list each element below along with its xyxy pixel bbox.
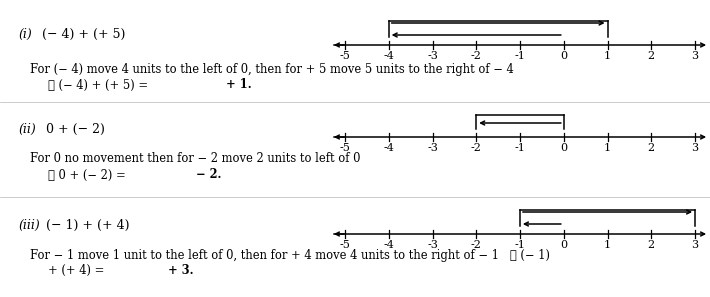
Text: -2: -2	[471, 51, 481, 61]
Text: -1: -1	[515, 143, 525, 153]
Text: -5: -5	[339, 51, 351, 61]
Text: -4: -4	[383, 51, 394, 61]
Text: (ii): (ii)	[18, 122, 36, 135]
Text: -4: -4	[383, 240, 394, 250]
Text: -3: -3	[427, 240, 438, 250]
Text: 1: 1	[604, 51, 611, 61]
Text: 3: 3	[692, 143, 699, 153]
Text: 3: 3	[692, 51, 699, 61]
Text: 0 + (− 2): 0 + (− 2)	[38, 122, 105, 135]
Text: -3: -3	[427, 51, 438, 61]
Text: + (+ 4) =: + (+ 4) =	[48, 263, 108, 277]
Text: (− 4) + (+ 5): (− 4) + (+ 5)	[38, 28, 126, 40]
Text: (iii): (iii)	[18, 219, 40, 231]
Text: − 2.: − 2.	[196, 168, 222, 181]
Text: 3: 3	[692, 240, 699, 250]
Text: 2: 2	[648, 240, 655, 250]
Text: 0: 0	[560, 143, 567, 153]
Text: 0: 0	[560, 240, 567, 250]
Text: -5: -5	[339, 143, 351, 153]
Text: -1: -1	[515, 51, 525, 61]
Text: (i): (i)	[18, 28, 32, 40]
Text: ∴ 0 + (− 2) =: ∴ 0 + (− 2) =	[48, 168, 129, 181]
Text: 2: 2	[648, 143, 655, 153]
Text: 2: 2	[648, 51, 655, 61]
Text: -4: -4	[383, 143, 394, 153]
Text: + 1.: + 1.	[226, 78, 251, 91]
Text: -3: -3	[427, 143, 438, 153]
Text: 0: 0	[560, 51, 567, 61]
Text: -1: -1	[515, 240, 525, 250]
Text: (− 1) + (+ 4): (− 1) + (+ 4)	[38, 219, 129, 231]
Text: + 3.: + 3.	[168, 263, 194, 277]
Text: For (− 4) move 4 units to the left of 0, then for + 5 move 5 units to the right : For (− 4) move 4 units to the left of 0,…	[30, 62, 514, 75]
Text: -2: -2	[471, 143, 481, 153]
Text: ∴ (− 4) + (+ 5) =: ∴ (− 4) + (+ 5) =	[48, 78, 152, 91]
Text: -5: -5	[339, 240, 351, 250]
Text: -2: -2	[471, 240, 481, 250]
Text: 1: 1	[604, 240, 611, 250]
Text: For − 1 move 1 unit to the left of 0, then for + 4 move 4 units to the right of : For − 1 move 1 unit to the left of 0, th…	[30, 249, 550, 261]
Text: 1: 1	[604, 143, 611, 153]
Text: For 0 no movement then for − 2 move 2 units to left of 0: For 0 no movement then for − 2 move 2 un…	[30, 152, 361, 165]
